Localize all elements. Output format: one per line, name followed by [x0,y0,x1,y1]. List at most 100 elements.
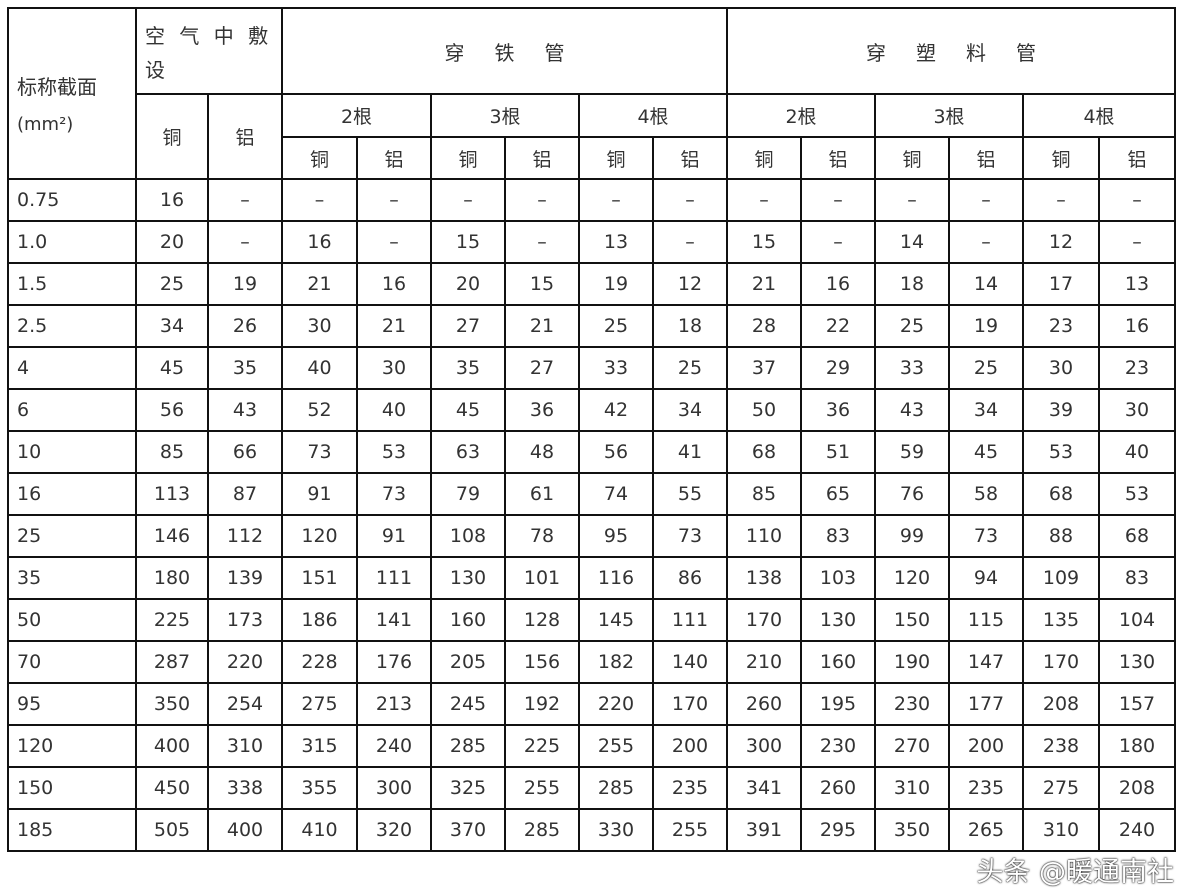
value-cell: 25 [578,304,654,348]
value-cell: 230 [800,724,876,768]
value-cell: – [800,220,876,264]
value-cell: 33 [578,346,654,390]
value-cell: 300 [726,724,802,768]
value-cell: 53 [1098,472,1176,516]
value-cell: 182 [578,640,654,684]
value-cell: 42 [578,388,654,432]
table-row: 16 113 87 91 73 79 61 74 55 85 65 76 58 68 53 [7,472,1176,516]
value-cell: 45 [135,346,209,390]
value-cell: 21 [356,304,432,348]
copper-header: 铜 [578,136,654,180]
value-cell: 16 [135,178,209,222]
value-cell: 391 [726,808,802,852]
value-cell: 213 [356,682,432,726]
value-cell: 30 [1098,388,1176,432]
value-cell: 16 [800,262,876,306]
value-cell: 37 [726,346,802,390]
value-cell: 19 [948,304,1024,348]
value-cell: 180 [135,556,209,600]
table-row: 10 85 66 73 53 63 48 56 41 68 51 59 45 53 40 [7,430,1176,474]
value-cell: 245 [430,682,506,726]
value-cell: 285 [578,766,654,810]
value-cell: – [1022,178,1100,222]
value-cell: 45 [948,430,1024,474]
size-cell: 4 [7,346,137,390]
value-cell: 50 [726,388,802,432]
value-cell: 177 [948,682,1024,726]
air-header: 空 气 中 敷 设 [135,7,283,95]
value-cell: 225 [135,598,209,642]
value-cell: 56 [578,430,654,474]
size-cell: 35 [7,556,137,600]
value-cell: 128 [504,598,580,642]
value-cell: – [281,178,358,222]
value-cell: 190 [874,640,950,684]
value-cell: 173 [207,598,283,642]
value-cell: 68 [1098,514,1176,558]
value-cell: 205 [430,640,506,684]
value-cell: 170 [726,598,802,642]
value-cell: 260 [800,766,876,810]
value-cell: – [1098,220,1176,264]
value-cell: 180 [1098,724,1176,768]
value-cell: 208 [1098,766,1176,810]
value-cell: 285 [430,724,506,768]
value-cell: – [652,220,728,264]
size-cell: 16 [7,472,137,516]
size-cell: 70 [7,640,137,684]
size-header: 标称截面 (mm²) [7,7,137,180]
value-cell: 310 [874,766,950,810]
value-cell: 400 [207,808,283,852]
value-cell: – [356,220,432,264]
aluminum-header: 铝 [948,136,1024,180]
air-copper-header: 铜 [135,93,209,180]
value-cell: 109 [1022,556,1100,600]
aluminum-header: 铝 [1098,136,1176,180]
value-cell: – [726,178,802,222]
value-cell: 150 [874,598,950,642]
value-cell: 160 [430,598,506,642]
value-cell: 275 [1022,766,1100,810]
value-cell: 310 [207,724,283,768]
value-cell: 27 [430,304,506,348]
value-cell: 17 [1022,262,1100,306]
value-cell: 15 [430,220,506,264]
value-cell: 225 [504,724,580,768]
value-cell: 53 [356,430,432,474]
value-cell: – [578,178,654,222]
value-cell: 25 [652,346,728,390]
value-cell: 170 [652,682,728,726]
value-cell: 73 [652,514,728,558]
value-cell: 238 [1022,724,1100,768]
value-cell: 18 [874,262,950,306]
value-cell: 208 [1022,682,1100,726]
value-cell: 73 [948,514,1024,558]
value-cell: 200 [948,724,1024,768]
value-cell: 23 [1098,346,1176,390]
value-cell: 21 [726,262,802,306]
value-cell: 220 [207,640,283,684]
table-row: 4 45 35 40 30 35 27 33 25 37 29 33 25 30 23 [7,346,1176,390]
value-cell: 450 [135,766,209,810]
value-cell: 26 [207,304,283,348]
value-cell: 45 [430,388,506,432]
aluminum-header: 铝 [356,136,432,180]
value-cell: 310 [1022,808,1100,852]
value-cell: 230 [874,682,950,726]
value-cell: 130 [430,556,506,600]
value-cell: 43 [207,388,283,432]
value-cell: 29 [800,346,876,390]
value-cell: 40 [281,346,358,390]
value-cell: 157 [1098,682,1176,726]
value-cell: 85 [726,472,802,516]
value-cell: – [504,220,580,264]
value-cell: 85 [135,430,209,474]
value-cell: 14 [874,220,950,264]
value-cell: 36 [800,388,876,432]
value-cell: 41 [652,430,728,474]
table-row: 6 56 43 52 40 45 36 42 34 50 36 43 34 39 30 [7,388,1176,432]
value-cell: 195 [800,682,876,726]
table-row: 2.5 34 26 30 21 27 21 25 18 28 22 25 19 23 16 [7,304,1176,348]
value-cell: 240 [1098,808,1176,852]
value-cell: 95 [578,514,654,558]
